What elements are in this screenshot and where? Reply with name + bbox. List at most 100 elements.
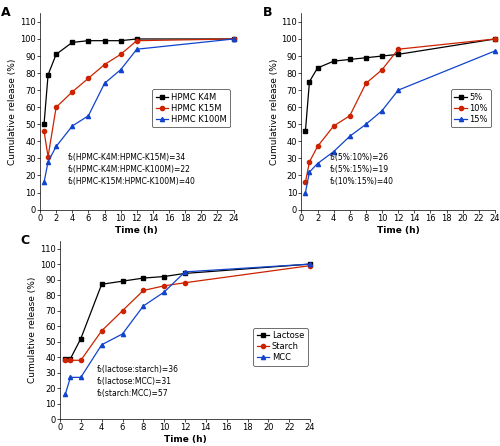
Line: HPMC K15M: HPMC K15M — [42, 37, 235, 159]
15% — [330, 149, 336, 154]
X-axis label: Time (h): Time (h) — [377, 226, 420, 235]
HPMC K100M — [70, 124, 75, 129]
5% — [363, 55, 369, 60]
10% — [492, 36, 498, 41]
X-axis label: Time (h): Time (h) — [116, 226, 158, 235]
MCC — [307, 261, 313, 267]
10% — [363, 81, 369, 86]
Starch — [161, 283, 167, 289]
15% — [306, 169, 312, 175]
Lactose — [68, 356, 73, 361]
MCC — [78, 375, 84, 380]
HPMC K15M — [86, 75, 91, 81]
Lactose — [62, 356, 68, 361]
Starch — [307, 263, 313, 268]
Text: B: B — [262, 5, 272, 19]
Starch — [62, 358, 68, 363]
HPMC K15M — [230, 36, 236, 41]
Line: 15%: 15% — [304, 49, 497, 194]
MCC — [182, 269, 188, 275]
15% — [379, 108, 385, 113]
Text: f₂(HPMC-K4M:HPMC-K15M)=34
f₂(HPMC-K4M:HPMC-K100M)=22
f₂(HPMC-K15M:HPMC-K100M)=40: f₂(HPMC-K4M:HPMC-K15M)=34 f₂(HPMC-K4M:HP… — [68, 153, 196, 186]
Line: 5%: 5% — [304, 37, 497, 133]
HPMC K15M — [53, 104, 59, 110]
5% — [314, 65, 320, 70]
HPMC K15M — [41, 128, 47, 134]
Y-axis label: Cumulative release (%): Cumulative release (%) — [8, 58, 18, 165]
Lactose — [182, 271, 188, 276]
5% — [492, 36, 498, 41]
10% — [306, 159, 312, 165]
Lactose — [78, 336, 84, 341]
HPMC K15M — [70, 89, 75, 95]
HPMC K15M — [102, 62, 107, 67]
10% — [302, 180, 308, 185]
HPMC K100M — [41, 180, 47, 185]
MCC — [120, 331, 126, 337]
Text: A: A — [2, 5, 11, 19]
15% — [395, 87, 401, 93]
Text: f₂(lactose:starch)=36
f₂(lactose:MCC)=31
f₂(starch:MCC)=57: f₂(lactose:starch)=36 f₂(lactose:MCC)=31… — [96, 365, 178, 397]
Lactose — [140, 275, 146, 281]
Lactose — [307, 261, 313, 267]
Lactose — [161, 274, 167, 279]
Line: Starch: Starch — [63, 264, 312, 362]
Line: HPMC K100M: HPMC K100M — [42, 37, 235, 184]
HPMC K100M — [102, 81, 107, 86]
Text: C: C — [20, 234, 29, 247]
Starch — [120, 308, 126, 314]
HPMC K4M — [118, 38, 124, 43]
HPMC K100M — [118, 67, 124, 72]
HPMC K4M — [86, 38, 91, 43]
MCC — [161, 289, 167, 295]
15% — [492, 48, 498, 54]
Starch — [78, 358, 84, 363]
5% — [306, 79, 312, 84]
5% — [395, 52, 401, 57]
5% — [379, 54, 385, 59]
Legend: HPMC K4M, HPMC K15M, HPMC K100M: HPMC K4M, HPMC K15M, HPMC K100M — [152, 89, 230, 127]
HPMC K4M — [70, 40, 75, 45]
15% — [314, 161, 320, 166]
HPMC K100M — [45, 159, 51, 165]
HPMC K100M — [53, 144, 59, 149]
HPMC K4M — [45, 72, 51, 78]
Starch — [182, 280, 188, 285]
HPMC K4M — [102, 38, 107, 43]
10% — [379, 67, 385, 72]
Line: 10%: 10% — [304, 37, 497, 184]
5% — [347, 57, 353, 62]
Text: f₂(5%:10%)=26
f₂(5%:15%)=19
f₂(10%:15%)=40: f₂(5%:10%)=26 f₂(5%:15%)=19 f₂(10%:15%)=… — [330, 153, 394, 186]
HPMC K15M — [134, 38, 140, 43]
10% — [347, 113, 353, 119]
Lactose — [98, 281, 104, 287]
HPMC K4M — [53, 52, 59, 57]
MCC — [68, 375, 73, 380]
Starch — [98, 328, 104, 334]
15% — [302, 190, 308, 195]
Y-axis label: Cumulative release (%): Cumulative release (%) — [28, 277, 38, 383]
HPMC K100M — [134, 46, 140, 52]
Line: HPMC K4M: HPMC K4M — [42, 37, 235, 126]
HPMC K4M — [41, 122, 47, 127]
Legend: Lactose, Starch, MCC: Lactose, Starch, MCC — [254, 328, 308, 366]
10% — [395, 46, 401, 52]
HPMC K4M — [134, 36, 140, 41]
HPMC K15M — [118, 52, 124, 57]
Legend: 5%, 10%, 15%: 5%, 10%, 15% — [451, 89, 491, 127]
Starch — [68, 358, 73, 363]
HPMC K4M — [230, 36, 236, 41]
5% — [302, 128, 308, 134]
MCC — [140, 303, 146, 309]
Lactose — [120, 278, 126, 284]
MCC — [98, 342, 104, 347]
MCC — [62, 392, 68, 397]
Starch — [140, 288, 146, 293]
Line: Lactose: Lactose — [63, 262, 312, 361]
HPMC K100M — [230, 36, 236, 41]
Y-axis label: Cumulative release (%): Cumulative release (%) — [270, 58, 278, 165]
15% — [347, 133, 353, 139]
15% — [363, 122, 369, 127]
10% — [314, 144, 320, 149]
Line: MCC: MCC — [63, 262, 312, 396]
